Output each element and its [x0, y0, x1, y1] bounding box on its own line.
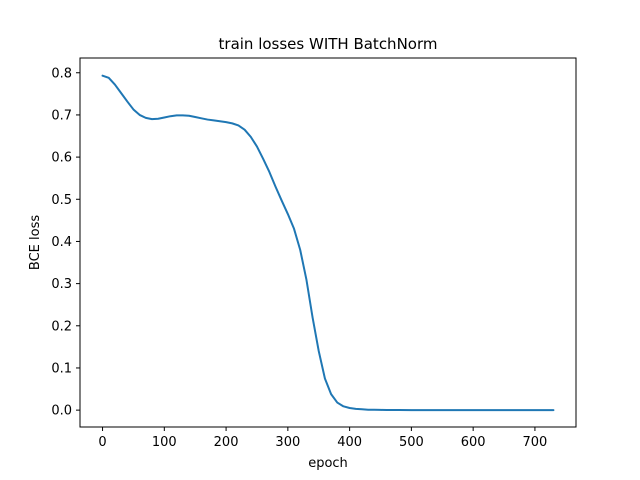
y-tick-label: 0.4 [51, 235, 72, 250]
x-tick-label: 500 [399, 435, 424, 450]
x-tick-label: 600 [461, 435, 486, 450]
y-tick-label: 0.2 [51, 319, 72, 334]
y-tick-label: 0.1 [51, 361, 72, 376]
y-tick-label: 0.3 [51, 277, 72, 292]
y-tick-label: 0.5 [51, 193, 72, 208]
x-tick-label: 400 [337, 435, 362, 450]
x-axis-label: epoch [308, 456, 348, 471]
y-tick-label: 0.7 [51, 108, 72, 123]
y-axis-label: BCE loss [28, 215, 43, 270]
x-tick-label: 300 [275, 435, 300, 450]
chart-title: train losses WITH BatchNorm [219, 35, 438, 53]
y-tick-label: 0.8 [51, 66, 72, 81]
x-tick-label: 100 [152, 435, 177, 450]
x-tick-label: 700 [523, 435, 548, 450]
loss-line [101, 74, 555, 412]
x-tick-label: 0 [98, 435, 106, 450]
y-tick-label: 0.0 [51, 404, 72, 419]
y-tick-label: 0.6 [51, 151, 72, 166]
plot-frame [79, 57, 577, 428]
x-tick-label: 200 [214, 435, 239, 450]
